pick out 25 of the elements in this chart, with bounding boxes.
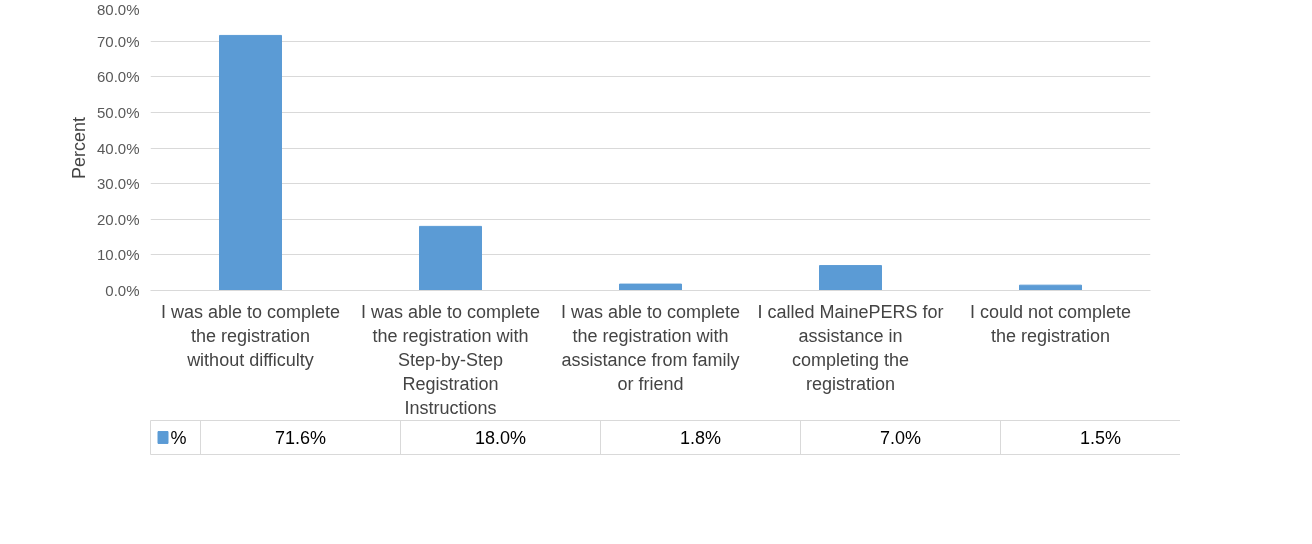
bar — [419, 225, 482, 291]
data-label: 1.5% — [1079, 427, 1122, 448]
y-tick-label: 20.0% — [96, 210, 140, 228]
y-axis-title: Percent — [68, 116, 89, 180]
y-tick-label: 0.0% — [105, 282, 140, 299]
bar — [219, 34, 282, 291]
y-tick-label: 60.0% — [96, 68, 140, 86]
data-label: 1.8% — [679, 427, 722, 448]
y-tick-label: 10.0% — [96, 246, 140, 264]
data-label: 7.0% — [879, 427, 922, 448]
x-tick-label: I was able to complete the registration with assistance from family or friend — [560, 301, 741, 394]
x-tick-label: I called MainePERS for assistance in completing the registration — [757, 301, 944, 394]
data-label: 18.0% — [474, 427, 527, 448]
y-tick-label: 30.0% — [96, 175, 140, 193]
y-tick-label: 70.0% — [96, 32, 140, 50]
x-tick-label: I was able to complete the registration without difficulty — [160, 301, 341, 370]
x-tick-label: I was able to complete the registration with Step-by-Step Registration Instructions — [360, 301, 541, 418]
x-tick-label: I could not complete the registration — [969, 301, 1132, 346]
y-tick-label: 80.0% — [96, 0, 140, 18]
bar — [619, 283, 682, 291]
y-tick-label: 50.0% — [96, 103, 140, 121]
legend-label: % — [170, 427, 187, 448]
y-tick-label: 40.0% — [96, 139, 140, 157]
data-label: 71.6% — [274, 427, 327, 448]
bar — [819, 265, 882, 291]
